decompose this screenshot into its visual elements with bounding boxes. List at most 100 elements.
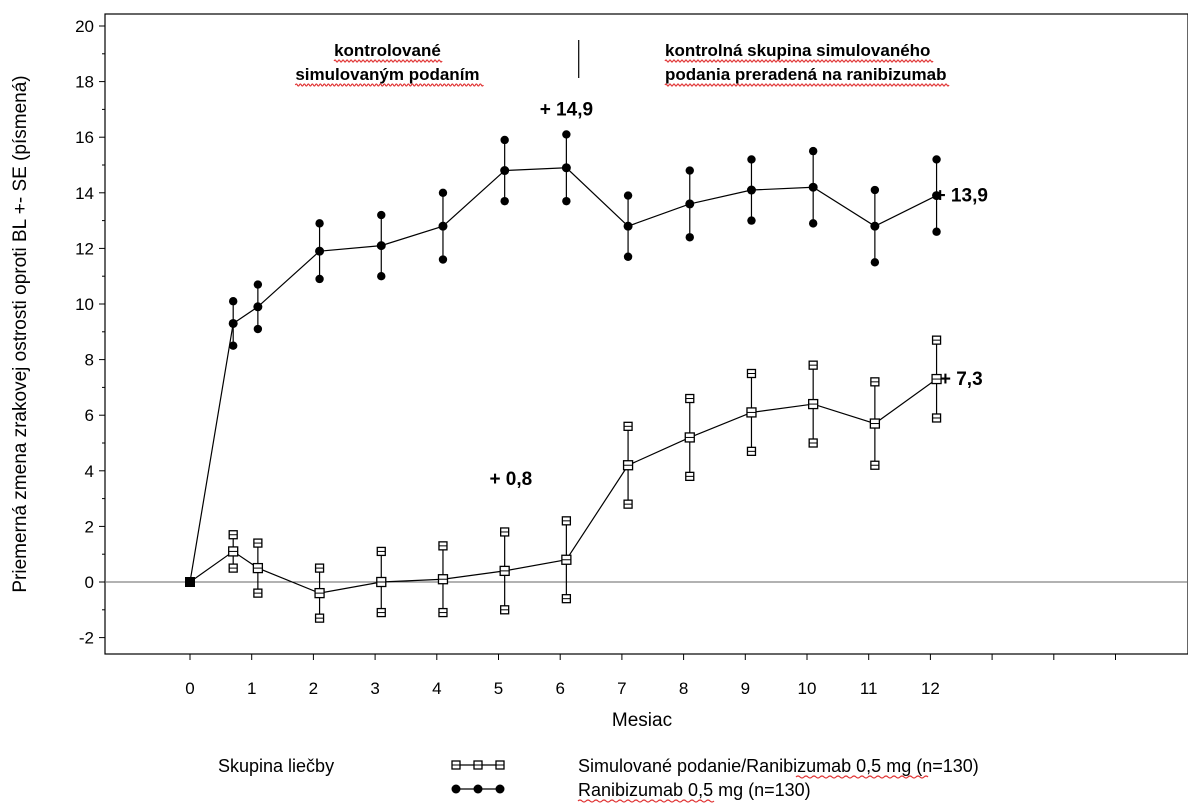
legend-markers (451, 760, 505, 794)
y-tick-label: 2 (85, 517, 94, 536)
data-point (500, 135, 509, 145)
data-point (185, 577, 195, 587)
phase-label-line2: podania preradená na ranibizumab (665, 65, 947, 84)
data-point (870, 258, 880, 267)
legend-item-label: Ranibizumab 0,5 mg (n=130) (578, 780, 811, 800)
spell-underline (795, 775, 929, 779)
spell-underline (664, 59, 934, 63)
y-tick-label: 0 (85, 573, 94, 592)
x-tick-label: 7 (617, 679, 626, 698)
data-point (315, 219, 324, 228)
phase-group: kontrolované simulovaným podaním kontrolná… (294, 40, 950, 87)
data-point (562, 196, 571, 206)
data-point (870, 221, 880, 231)
series-sham (185, 335, 942, 623)
value-annotation: + 7,3 (940, 369, 983, 390)
data-point (377, 272, 386, 281)
y-axis-label: Priemerná zmena zrakovej ostrosti oproti… (10, 75, 31, 592)
x-tick-label: 6 (555, 679, 564, 698)
x-tick-label: 2 (309, 679, 318, 698)
y-tick-label: -2 (79, 629, 94, 648)
data-point (685, 233, 694, 242)
data-point (623, 252, 633, 261)
y-tick-label: 4 (85, 462, 94, 481)
spell-underline (294, 83, 484, 87)
y-tick-label: 10 (75, 295, 94, 314)
value-annotation: + 13,9 (935, 186, 988, 207)
data-point (500, 196, 509, 206)
data-point (932, 155, 941, 164)
x-tick-label: 9 (741, 679, 750, 698)
x-tick-label: 1 (247, 679, 256, 698)
x-axis-label: Mesiac (612, 710, 672, 731)
y-tick-label: 14 (75, 184, 94, 203)
spell-underline (333, 59, 443, 63)
data-point (315, 274, 324, 284)
data-point (747, 216, 756, 225)
phase-label-line1: kontrolná skupina simulovaného (665, 41, 930, 60)
data-point (500, 166, 510, 176)
data-point (808, 146, 818, 156)
plot-frame (104, 13, 1188, 655)
y-tick-label: 6 (85, 406, 94, 425)
data-point (495, 784, 505, 794)
data-point (808, 182, 818, 192)
legend-item-label: Simulované podanie/Ranibizumab 0,5 mg (n… (578, 756, 979, 776)
x-tick-label: 12 (921, 679, 940, 698)
annotations-group: + 14,9 + 13,9 + 7,3 + 0,8 (489, 99, 987, 490)
spell-underline (664, 83, 950, 87)
x-tick-label: 4 (432, 679, 441, 698)
x-tick-label: 11 (860, 679, 878, 698)
plot-frame-group (104, 13, 1188, 655)
data-point (253, 324, 263, 334)
data-point (473, 784, 483, 794)
data-point (870, 185, 880, 195)
x-tick-label: 3 (370, 679, 379, 698)
legend-title: Skupina liečby (218, 756, 334, 776)
x-tick-label: 10 (798, 679, 817, 698)
data-point (932, 227, 941, 236)
y-tick-label: 12 (75, 239, 94, 258)
y-tick-label: 8 (85, 351, 94, 370)
data-point (438, 188, 448, 197)
y-axis-ticks: -2 0 2 4 6 8 10 12 14 16 18 20 (75, 17, 105, 648)
data-point (623, 221, 633, 231)
data-point (228, 318, 238, 328)
series-line (189, 378, 937, 594)
data-point (315, 246, 325, 256)
data-point (561, 163, 571, 173)
phase-label-line1: kontrolované (334, 41, 441, 60)
y-tick-label: 20 (75, 17, 94, 36)
data-point (438, 255, 448, 264)
data-point (253, 280, 263, 289)
data-point (623, 191, 633, 200)
phase-label-line2: simulovaným podaním (295, 65, 479, 84)
data-point (932, 191, 942, 201)
data-point (377, 210, 386, 220)
y-tick-label: 18 (75, 73, 94, 92)
x-tick-label: 8 (679, 679, 688, 698)
x-tick-label: 5 (494, 679, 503, 698)
series-line (189, 167, 937, 583)
x-axis-ticks: 0 1 2 3 4 5 6 7 8 9 10 11 12 (185, 654, 1116, 698)
data-point (562, 130, 571, 139)
data-point (253, 302, 263, 312)
data-point (376, 241, 386, 251)
value-annotation: + 0,8 (489, 469, 532, 490)
data-point (808, 219, 818, 228)
data-point (438, 221, 448, 231)
data-point (685, 166, 694, 175)
data-point (746, 185, 756, 195)
legend: Skupina liečby Simulované podanie/Ranibi… (218, 756, 979, 803)
data-point (228, 297, 238, 306)
spell-underline (577, 799, 715, 803)
data-point (747, 155, 756, 164)
series-group (185, 130, 942, 623)
data-point (451, 784, 461, 794)
data-point (685, 199, 695, 209)
data-point (228, 341, 238, 350)
x-tick-label: 0 (185, 679, 194, 698)
y-tick-label: 16 (75, 128, 94, 147)
value-annotation: + 14,9 (540, 99, 593, 120)
